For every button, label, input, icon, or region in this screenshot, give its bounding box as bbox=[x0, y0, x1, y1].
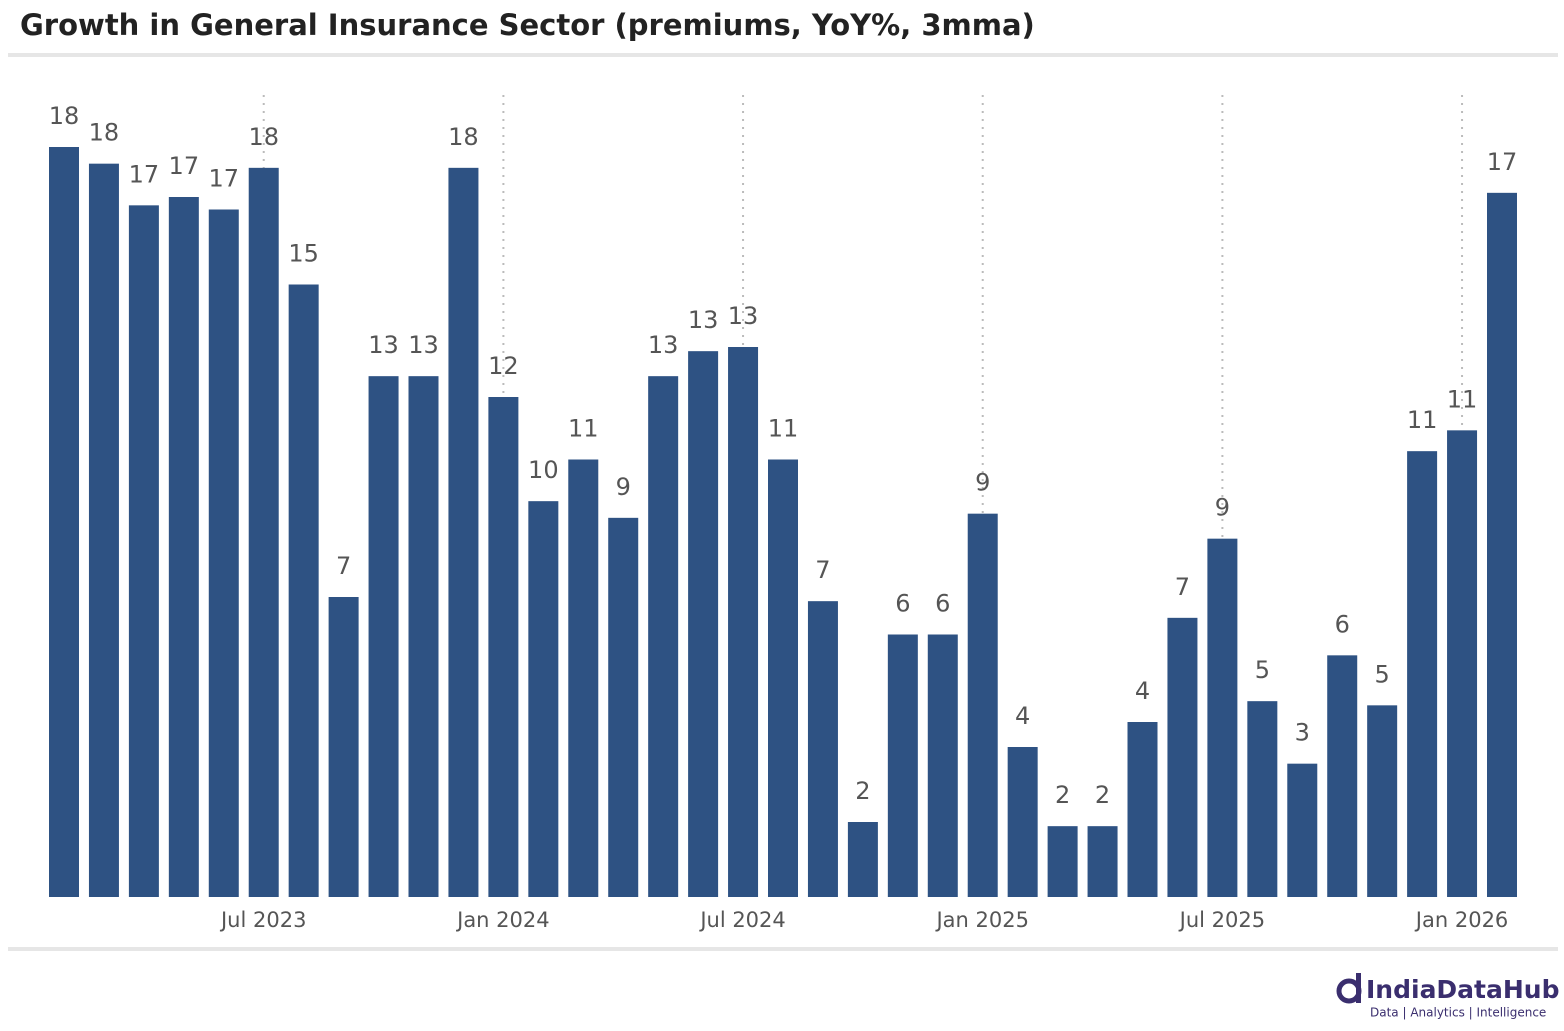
x-tick-label: Jul 2025 bbox=[1178, 908, 1265, 932]
bar bbox=[887, 634, 918, 897]
bar bbox=[1407, 451, 1438, 897]
bar bbox=[368, 376, 399, 898]
x-tick-label: Jan 2025 bbox=[934, 908, 1029, 932]
divider bbox=[8, 53, 1558, 57]
bar bbox=[648, 376, 679, 898]
data-label: 9 bbox=[1215, 494, 1230, 522]
data-label: 5 bbox=[1255, 656, 1270, 684]
data-label: 17 bbox=[209, 165, 240, 193]
logo-icon bbox=[1336, 973, 1362, 1004]
bar bbox=[1007, 747, 1038, 897]
data-label: 18 bbox=[448, 123, 479, 151]
data-label: 13 bbox=[368, 331, 399, 359]
bar bbox=[488, 397, 519, 897]
bar bbox=[728, 347, 759, 897]
data-label: 18 bbox=[248, 123, 279, 151]
data-label: 13 bbox=[408, 331, 439, 359]
brand-name: IndiaDataHub bbox=[1366, 975, 1560, 1004]
bar bbox=[608, 517, 639, 897]
x-tick-label: Jul 2023 bbox=[219, 908, 306, 932]
data-label: 2 bbox=[855, 777, 870, 805]
bar bbox=[168, 197, 199, 897]
bar bbox=[688, 351, 719, 898]
data-label: 4 bbox=[1135, 677, 1150, 705]
bar bbox=[1447, 430, 1478, 897]
data-label: 10 bbox=[528, 456, 559, 484]
x-tick-label: Jul 2024 bbox=[698, 908, 785, 932]
data-label: 17 bbox=[169, 152, 200, 180]
data-label: 6 bbox=[895, 590, 910, 618]
chart-title: Growth in General Insurance Sector (prem… bbox=[20, 8, 1035, 42]
bar bbox=[248, 167, 279, 898]
bar bbox=[528, 501, 559, 897]
bar bbox=[768, 459, 798, 897]
data-label: 9 bbox=[975, 469, 990, 497]
bar bbox=[1487, 192, 1517, 898]
bar bbox=[408, 376, 439, 898]
data-label: 13 bbox=[728, 302, 759, 330]
bar bbox=[1127, 722, 1158, 897]
data-label: 7 bbox=[336, 552, 351, 580]
data-label: 7 bbox=[815, 556, 830, 584]
data-label: 18 bbox=[89, 119, 120, 147]
brand-tagline: Data | Analytics | Intelligence bbox=[1370, 1006, 1546, 1020]
bar bbox=[1367, 705, 1398, 897]
data-label: 7 bbox=[1175, 573, 1190, 601]
bar bbox=[1327, 655, 1358, 897]
x-tick-label: Jan 2026 bbox=[1414, 908, 1509, 932]
bar bbox=[847, 822, 878, 897]
bar bbox=[448, 167, 479, 898]
bar bbox=[1047, 826, 1078, 897]
data-label: 15 bbox=[288, 240, 319, 268]
data-label: 4 bbox=[1015, 702, 1030, 730]
data-label: 6 bbox=[935, 590, 950, 618]
bar bbox=[1247, 701, 1278, 897]
data-label: 17 bbox=[129, 160, 160, 188]
data-label: 12 bbox=[488, 352, 519, 380]
bar bbox=[1167, 617, 1198, 897]
data-label: 11 bbox=[1407, 406, 1438, 434]
bar bbox=[208, 209, 239, 897]
data-label: 18 bbox=[49, 102, 80, 130]
data-label: 3 bbox=[1295, 719, 1310, 747]
data-label: 13 bbox=[648, 331, 679, 359]
bar bbox=[1207, 538, 1238, 897]
bar bbox=[128, 205, 159, 898]
bar bbox=[927, 634, 958, 897]
bar bbox=[807, 601, 838, 897]
data-label: 11 bbox=[1447, 385, 1478, 413]
bar bbox=[1287, 763, 1318, 897]
bar bbox=[328, 597, 359, 897]
bar bbox=[967, 513, 998, 897]
bar bbox=[288, 284, 319, 897]
x-tick-label: Jan 2024 bbox=[455, 908, 550, 932]
data-label: 2 bbox=[1055, 781, 1070, 809]
bar bbox=[1087, 826, 1118, 897]
data-label: 11 bbox=[768, 415, 799, 443]
bar bbox=[49, 147, 79, 897]
data-label: 6 bbox=[1335, 610, 1350, 638]
divider bbox=[8, 947, 1558, 951]
data-label: 11 bbox=[568, 415, 599, 443]
bar bbox=[568, 459, 599, 897]
data-label: 17 bbox=[1487, 148, 1518, 176]
data-label: 2 bbox=[1095, 781, 1110, 809]
data-label: 13 bbox=[688, 306, 719, 334]
bar bbox=[88, 163, 119, 897]
data-label: 9 bbox=[616, 473, 631, 501]
data-label: 5 bbox=[1375, 660, 1390, 688]
